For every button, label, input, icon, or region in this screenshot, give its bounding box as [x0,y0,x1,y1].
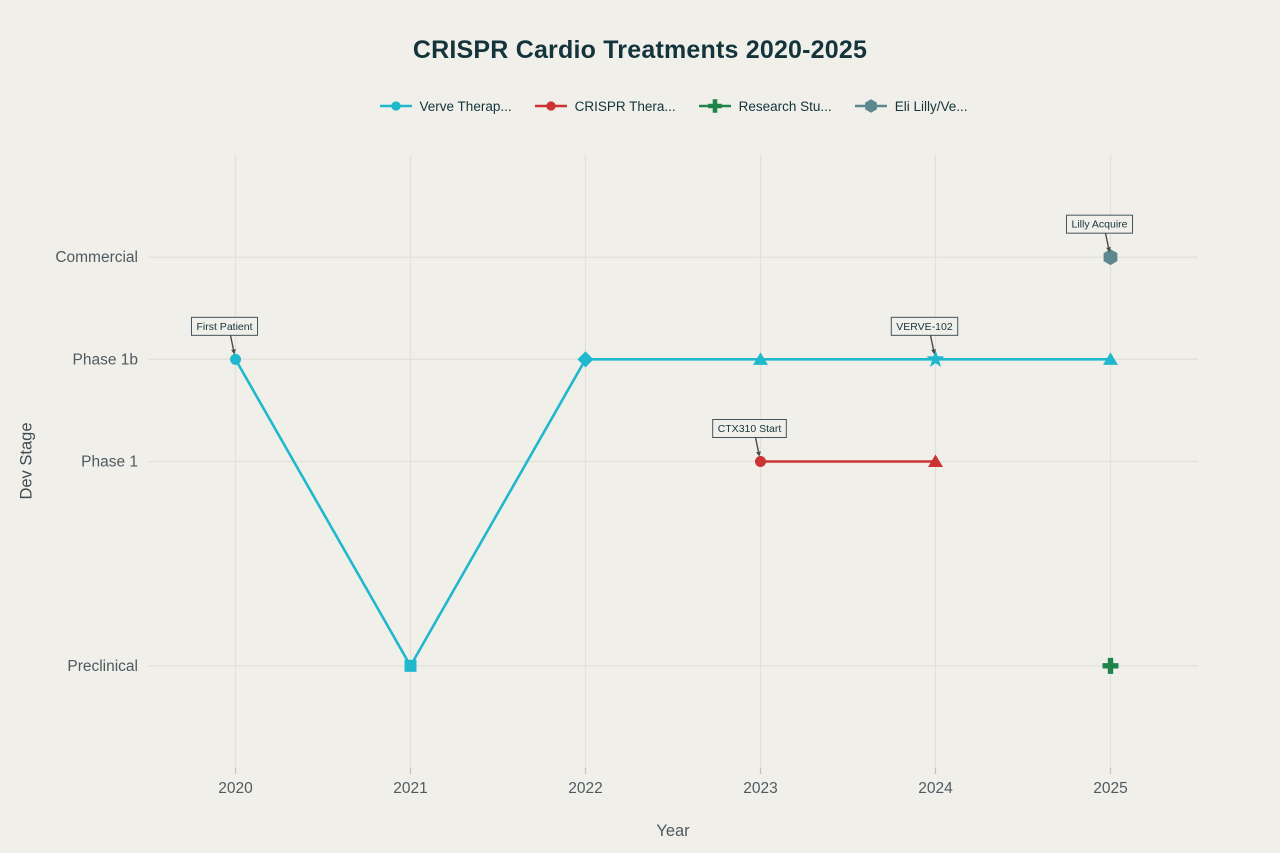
legend-label: CRISPR Thera... [574,98,676,114]
series-1 [230,349,1118,672]
marker-square[interactable] [404,659,417,672]
annotation-box [890,316,959,336]
legend-label: Verve Therap... [419,98,512,114]
y-tick-label-phase-1b: Phase 1b [73,351,139,368]
series-line [234,358,1111,669]
annotation-text: Lilly Acquire [1071,219,1127,231]
annotation-arrowhead [931,349,936,355]
legend-item-4[interactable]: Eli Lilly/Ve... [854,98,968,114]
annotation-box [190,316,259,336]
legend-item-2[interactable]: CRISPR Thera... [534,98,676,114]
x-tick-label-2024: 2024 [918,780,953,797]
annotation-box [712,419,787,438]
legend-marker-circle-icon [534,101,567,111]
marker-star[interactable] [926,349,945,368]
y-axis-title: Dev Stage [17,422,36,500]
legend-label: Research Stu... [738,98,832,114]
annotation-arrow-line [229,335,235,350]
x-axis-title: Year [656,822,690,840]
annotation-arrow-line [929,335,935,350]
annotation-text: CTX310 Start [718,423,782,435]
y-tick-label-phase-1: Phase 1 [81,454,138,471]
y-tick-label-commercial: Commercial [55,249,138,266]
legend-marker-hexagon-icon [854,99,887,113]
annotation-arrowhead [756,451,761,457]
annotation-arrowhead [1106,246,1111,253]
y-tick-label-preclinical: Preclinical [67,658,138,675]
series-2 [755,454,943,468]
x-tick-label-2025: 2025 [1093,780,1127,797]
annotation-arrowhead [231,349,236,355]
series-4 [1103,249,1118,266]
annotation-lilly-acquire: Lilly Acquire [1065,214,1134,253]
legend-item-1[interactable]: Verve Therap... [379,98,512,114]
annotation-arrow-line [754,437,760,452]
marker-plus[interactable] [707,99,722,113]
marker-triangle[interactable] [753,352,768,365]
marker-circle[interactable] [755,456,766,467]
annotation-verve-102: VERVE-102 [890,316,959,355]
marker-diamond[interactable] [577,351,594,368]
marker-hexagon[interactable] [1103,249,1118,266]
marker-circle[interactable] [545,101,556,111]
x-tick-label-2022: 2022 [568,780,602,797]
marker-plus[interactable] [1102,657,1119,674]
marker-triangle[interactable] [1103,352,1118,365]
marker-circle[interactable] [230,353,241,365]
marker-triangle[interactable] [928,454,943,468]
annotation-text: First Patient [196,321,252,333]
annotation-arrow-line [1104,233,1110,248]
chart-title: CRISPR Cardio Treatments 2020-2025 [412,36,868,64]
x-tick-label-2023: 2023 [743,780,777,797]
legend-marker-circle-icon [379,101,412,111]
series-3 [1102,657,1119,674]
x-tick-label-2021: 2021 [393,780,427,797]
x-tick-label-2020: 2020 [218,780,253,797]
marker-circle[interactable] [390,101,401,111]
annotation-first-patient: First Patient [190,316,259,355]
legend-item-3[interactable]: Research Stu... [698,98,832,114]
annotation-text: VERVE-102 [896,321,953,333]
annotation-ctx310-start: CTX310 Start [712,419,787,457]
legend-marker-plus-icon [698,99,731,113]
legend: Verve Therap... CRISPR Thera... Research S… [148,98,1198,114]
annotation-box [1065,214,1134,234]
legend-label: Eli Lilly/Ve... [894,98,968,114]
marker-hexagon[interactable] [864,99,877,113]
